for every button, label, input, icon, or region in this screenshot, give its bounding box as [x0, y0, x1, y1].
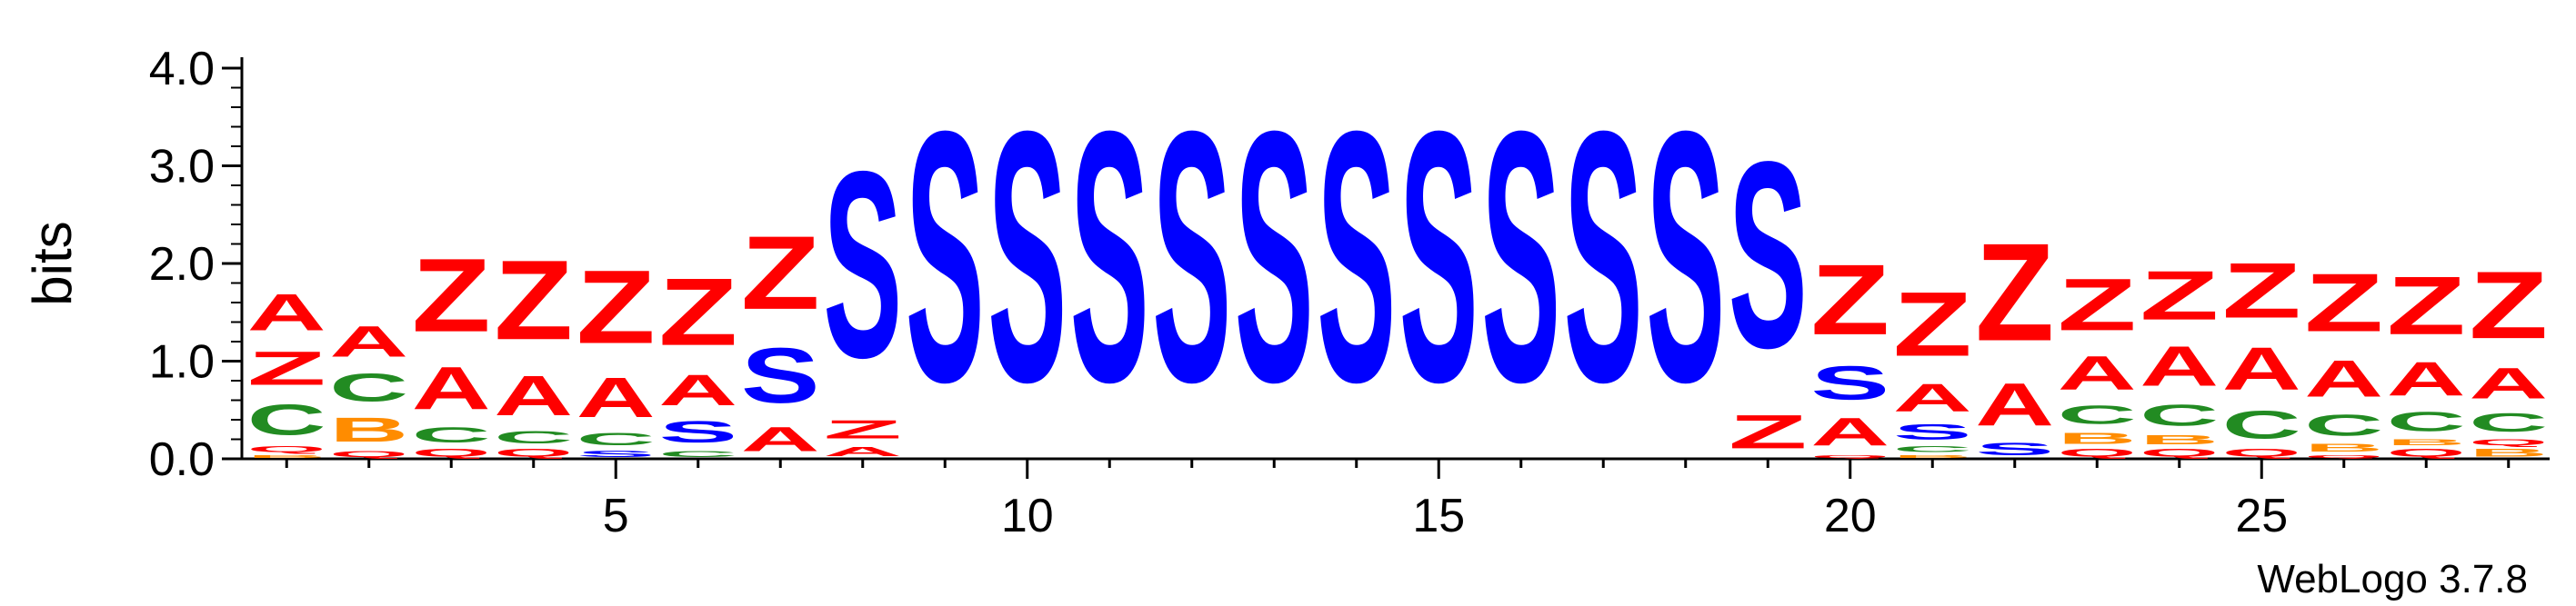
y-tick-label: 0.0	[149, 433, 215, 486]
logo-letter-A: A	[2058, 346, 2137, 400]
logo-letter-B: B	[2140, 432, 2219, 447]
logo-letter-S: S	[576, 449, 656, 459]
logo-letter-A: A	[494, 364, 573, 428]
logo-letter-Z: Z	[1975, 214, 2054, 370]
logo-letter-Q: Q	[247, 444, 326, 454]
logo-letter-A: A	[2469, 360, 2548, 408]
logo-letter-A: A	[2140, 335, 2219, 399]
x-tick-label: 15	[1412, 490, 1465, 542]
logo-letter-B: B	[2058, 430, 2137, 447]
logo-letter-A: A	[247, 283, 326, 341]
logo-letter-C: C	[412, 422, 491, 447]
logo-letter-C: C	[1893, 444, 1972, 454]
logo-letter-B: B	[1893, 454, 1972, 459]
logo-letter-Z: Z	[2058, 263, 2137, 346]
logo-letter-Z: Z	[494, 237, 573, 363]
logo-letter-Z: Z	[576, 249, 656, 365]
logo-letter-Z: Z	[412, 237, 491, 353]
logo-letter-Z: Z	[2469, 252, 2548, 359]
logo-letter-Q: Q	[2387, 447, 2466, 459]
logo-letter-A: A	[2222, 334, 2301, 402]
logo-letter-Z: Z	[1893, 273, 1972, 376]
logo-letter-C: C	[576, 430, 656, 449]
logo-letter-C: C	[2304, 408, 2383, 442]
logo-letter-S: S	[1564, 58, 1643, 457]
logo-letter-S: S	[741, 333, 820, 420]
logo-letter-Q: Q	[494, 447, 573, 459]
logo-letter-Q: Q	[2140, 447, 2219, 459]
logo-letter-Z: Z	[823, 414, 902, 443]
logo-letter-S: S	[1399, 58, 1478, 457]
logo-letter-Q: Q	[2304, 454, 2383, 459]
logo-letter-Z: Z	[2387, 260, 2466, 353]
logo-letter-A: A	[658, 366, 737, 414]
logo-letter-C: C	[247, 395, 326, 443]
logo-letter-C: C	[494, 428, 573, 447]
logo-letter-A: A	[2387, 353, 2466, 406]
logo-letter-S: S	[1646, 58, 1725, 457]
logo-letter-S: S	[823, 117, 902, 414]
logo-letter-S: S	[1152, 58, 1231, 457]
logo-letter-A: A	[2304, 350, 2383, 408]
logo-letter-S: S	[1975, 439, 2054, 458]
logo-letter-A: A	[741, 420, 820, 459]
x-tick-label: 25	[2235, 490, 2288, 542]
x-tick-label: 20	[1824, 490, 1877, 542]
logo-letter-Z: Z	[2140, 257, 2219, 334]
logo-letter-B: B	[2387, 437, 2466, 447]
logo-letter-S: S	[1810, 356, 1889, 410]
logo-letter-Q: Q	[2222, 447, 2301, 459]
y-tick-label: 2.0	[149, 238, 215, 291]
logo-letter-S: S	[1070, 58, 1149, 457]
logo-letter-B: B	[247, 454, 326, 459]
x-tick-label: 10	[1001, 490, 1054, 542]
logo-letter-A: A	[329, 317, 408, 365]
logo-letter-Z: Z	[247, 342, 326, 395]
logo-letter-C: C	[2387, 406, 2466, 437]
y-tick-label: 4.0	[149, 43, 215, 95]
y-tick-label: 1.0	[149, 336, 215, 389]
logo-letter-S: S	[1481, 58, 1560, 457]
logo-letter-A: A	[1810, 410, 1889, 453]
x-tick-label: 5	[603, 490, 629, 542]
logo-letter-Q: Q	[329, 449, 408, 459]
logo-letter-A: A	[1975, 371, 2054, 439]
logo-letter-S: S	[658, 415, 737, 449]
logo-letter-C: C	[2222, 403, 2301, 447]
logo-letter-Q: Q	[1810, 454, 1889, 459]
logo-letter-C: C	[2058, 400, 2137, 429]
logo-letter-S: S	[1235, 58, 1314, 457]
logo-letter-A: A	[1893, 376, 1972, 420]
logo-letter-S: S	[1317, 58, 1396, 457]
logo-letter-C: C	[2140, 398, 2219, 432]
logo-letter-A: A	[576, 366, 656, 430]
logo-letter-Z: Z	[1810, 243, 1889, 355]
y-axis-label: bits	[22, 221, 83, 305]
axes: 0.0 1.0 2.0 3.0 4.0 5 10 15 20 25	[149, 43, 2550, 542]
logo-letter-C: C	[2469, 408, 2548, 437]
logo-letter-A: A	[412, 354, 491, 422]
logo-letter-B: B	[329, 410, 408, 449]
logo-letter-A: A	[823, 444, 902, 459]
logo-letter-Q: Q	[412, 447, 491, 459]
logo-letter-Z: Z	[2222, 246, 2301, 334]
logo-letter-S: S	[906, 58, 985, 457]
logo-letter-C: C	[329, 366, 408, 410]
logo-letter-Z: Z	[1729, 405, 1808, 459]
logo-letter-S: S	[1729, 107, 1808, 404]
logo-letter-B: B	[2469, 447, 2548, 459]
weblogo-footer: WebLogo 3.7.8	[2257, 557, 2528, 601]
logo-letter-Q: Q	[2058, 447, 2137, 459]
logo-letter-Z: Z	[741, 215, 820, 332]
logo-letter-Q: Q	[2469, 437, 2548, 447]
logo-letter-S: S	[1893, 420, 1972, 444]
logo-letter-S: S	[987, 58, 1067, 457]
logo-letter-B: B	[2304, 442, 2383, 454]
y-tick-label: 3.0	[149, 141, 215, 194]
logo-letter-Z: Z	[658, 258, 737, 365]
logo-letter-Z: Z	[2304, 257, 2383, 350]
logo-letter-C: C	[658, 449, 737, 459]
